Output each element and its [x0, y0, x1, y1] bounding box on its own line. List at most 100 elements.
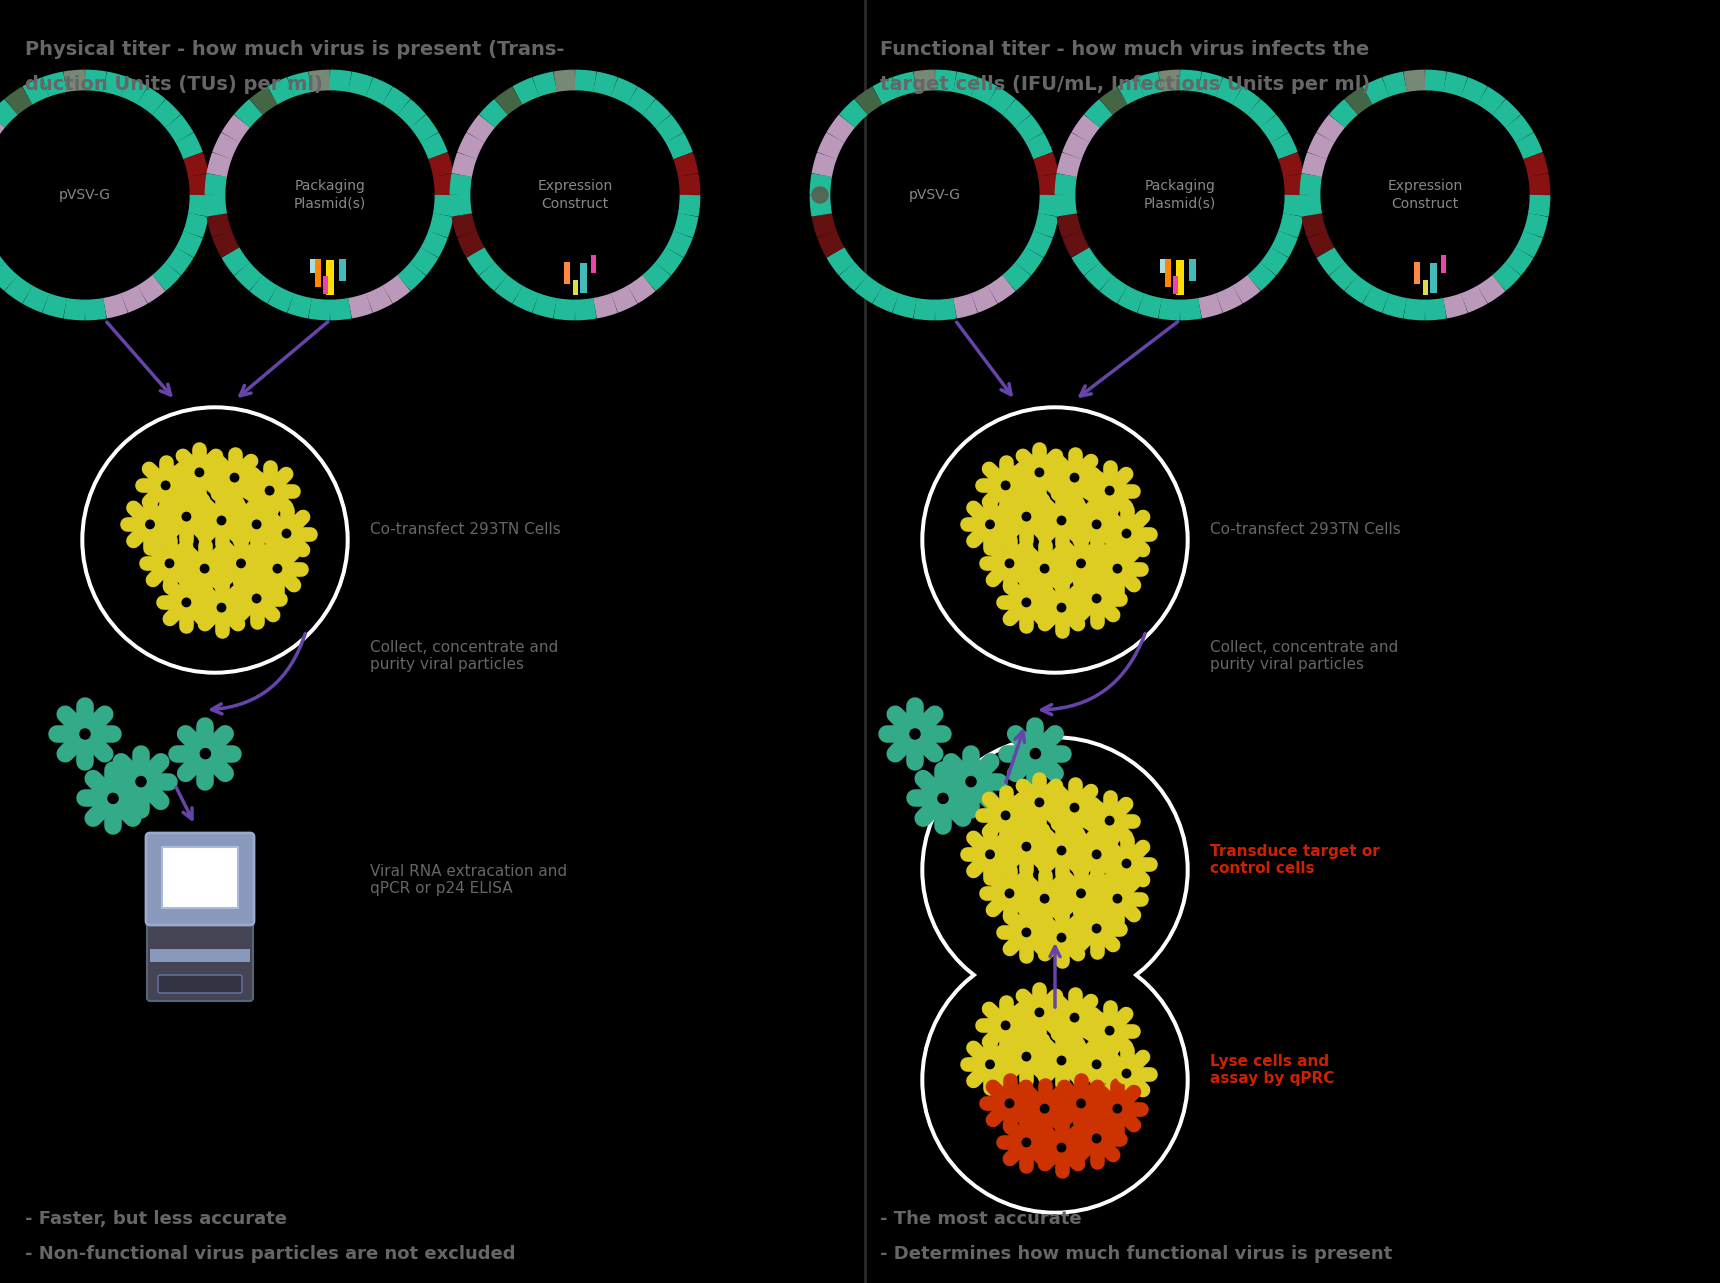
Text: Lyse cells and
assay by qPRC: Lyse cells and assay by qPRC [1209, 1053, 1335, 1087]
Circle shape [1034, 558, 1054, 579]
Circle shape [1065, 797, 1085, 819]
Circle shape [1034, 1098, 1054, 1119]
Circle shape [230, 553, 251, 574]
Circle shape [986, 1060, 994, 1069]
Circle shape [937, 793, 948, 803]
Text: Physical titer - how much virus is present (Trans-: Physical titer - how much virus is prese… [26, 40, 564, 59]
Circle shape [165, 559, 174, 567]
Circle shape [108, 793, 119, 803]
Circle shape [194, 468, 203, 476]
Circle shape [275, 523, 298, 544]
Circle shape [1092, 1060, 1101, 1069]
Text: Packaging
Plasmid(s): Packaging Plasmid(s) [294, 180, 366, 210]
FancyBboxPatch shape [1173, 276, 1178, 294]
Text: - Non-functional virus particles are not excluded: - Non-functional virus particles are not… [26, 1245, 516, 1262]
Circle shape [155, 475, 175, 497]
Text: - The most accurate: - The most accurate [881, 1210, 1082, 1228]
Circle shape [1099, 1020, 1120, 1041]
Circle shape [1085, 917, 1108, 939]
Circle shape [1017, 506, 1037, 527]
Text: Packaging
Plasmid(s): Packaging Plasmid(s) [1144, 180, 1216, 210]
Circle shape [1035, 468, 1044, 476]
Circle shape [910, 729, 920, 739]
Circle shape [925, 949, 1185, 1210]
Circle shape [986, 520, 994, 529]
Circle shape [1113, 565, 1121, 572]
Circle shape [958, 769, 984, 794]
FancyBboxPatch shape [339, 259, 346, 281]
Circle shape [1092, 851, 1101, 858]
Text: - Faster, but less accurate: - Faster, but less accurate [26, 1210, 287, 1228]
Circle shape [1099, 810, 1120, 831]
Circle shape [193, 742, 218, 766]
Circle shape [1108, 888, 1128, 910]
FancyBboxPatch shape [1422, 280, 1428, 295]
FancyBboxPatch shape [1414, 262, 1421, 285]
Circle shape [182, 512, 191, 521]
Text: Expression
Construct: Expression Construct [1388, 180, 1462, 210]
Text: pVSV-G: pVSV-G [908, 189, 961, 201]
Circle shape [1022, 843, 1030, 851]
Circle shape [1017, 837, 1037, 857]
Circle shape [201, 565, 208, 572]
FancyBboxPatch shape [590, 255, 595, 273]
FancyBboxPatch shape [1164, 259, 1171, 287]
Circle shape [1022, 928, 1030, 937]
Circle shape [1058, 603, 1066, 612]
Circle shape [999, 553, 1020, 574]
Circle shape [1001, 811, 1010, 820]
Circle shape [1051, 1049, 1072, 1071]
Circle shape [1099, 480, 1120, 502]
Circle shape [217, 516, 225, 525]
Circle shape [139, 514, 160, 535]
Circle shape [1085, 844, 1108, 865]
Circle shape [996, 804, 1017, 826]
Circle shape [84, 411, 346, 670]
Circle shape [1004, 559, 1013, 567]
Circle shape [175, 591, 196, 613]
Circle shape [79, 729, 89, 739]
Circle shape [246, 514, 267, 535]
Circle shape [146, 520, 155, 529]
Text: Collect, concentrate and
purity viral particles: Collect, concentrate and purity viral pa… [370, 640, 559, 672]
Text: - Determines how much functional virus is present: - Determines how much functional virus i… [881, 1245, 1391, 1262]
Circle shape [1022, 1052, 1030, 1061]
Circle shape [1121, 1069, 1130, 1078]
Circle shape [1035, 1008, 1044, 1016]
Circle shape [1058, 1056, 1066, 1065]
Circle shape [273, 565, 282, 572]
Circle shape [212, 509, 232, 531]
FancyBboxPatch shape [580, 263, 587, 293]
Circle shape [1029, 792, 1049, 813]
Circle shape [1017, 922, 1037, 943]
Circle shape [1077, 889, 1085, 898]
Circle shape [979, 844, 1001, 865]
FancyBboxPatch shape [315, 259, 322, 287]
Circle shape [1070, 883, 1092, 905]
Circle shape [1070, 553, 1092, 574]
Circle shape [1051, 509, 1072, 531]
Circle shape [1077, 559, 1085, 567]
Circle shape [246, 588, 267, 609]
Circle shape [224, 467, 244, 488]
Circle shape [194, 558, 215, 579]
Circle shape [1041, 565, 1049, 572]
Circle shape [1085, 1128, 1108, 1150]
Circle shape [189, 462, 210, 482]
Circle shape [1092, 594, 1101, 603]
Circle shape [1029, 462, 1049, 482]
Circle shape [1017, 591, 1037, 613]
Text: pVSV-G: pVSV-G [58, 189, 112, 201]
Bar [162, 847, 237, 908]
FancyBboxPatch shape [1176, 260, 1183, 295]
FancyBboxPatch shape [1441, 255, 1445, 273]
Circle shape [1085, 588, 1108, 609]
Circle shape [1051, 840, 1072, 861]
Circle shape [1116, 523, 1137, 544]
Circle shape [1085, 1053, 1108, 1075]
Circle shape [1116, 1064, 1137, 1084]
Circle shape [1092, 924, 1101, 933]
Circle shape [1058, 516, 1066, 525]
Circle shape [212, 597, 232, 618]
Circle shape [1121, 530, 1130, 538]
